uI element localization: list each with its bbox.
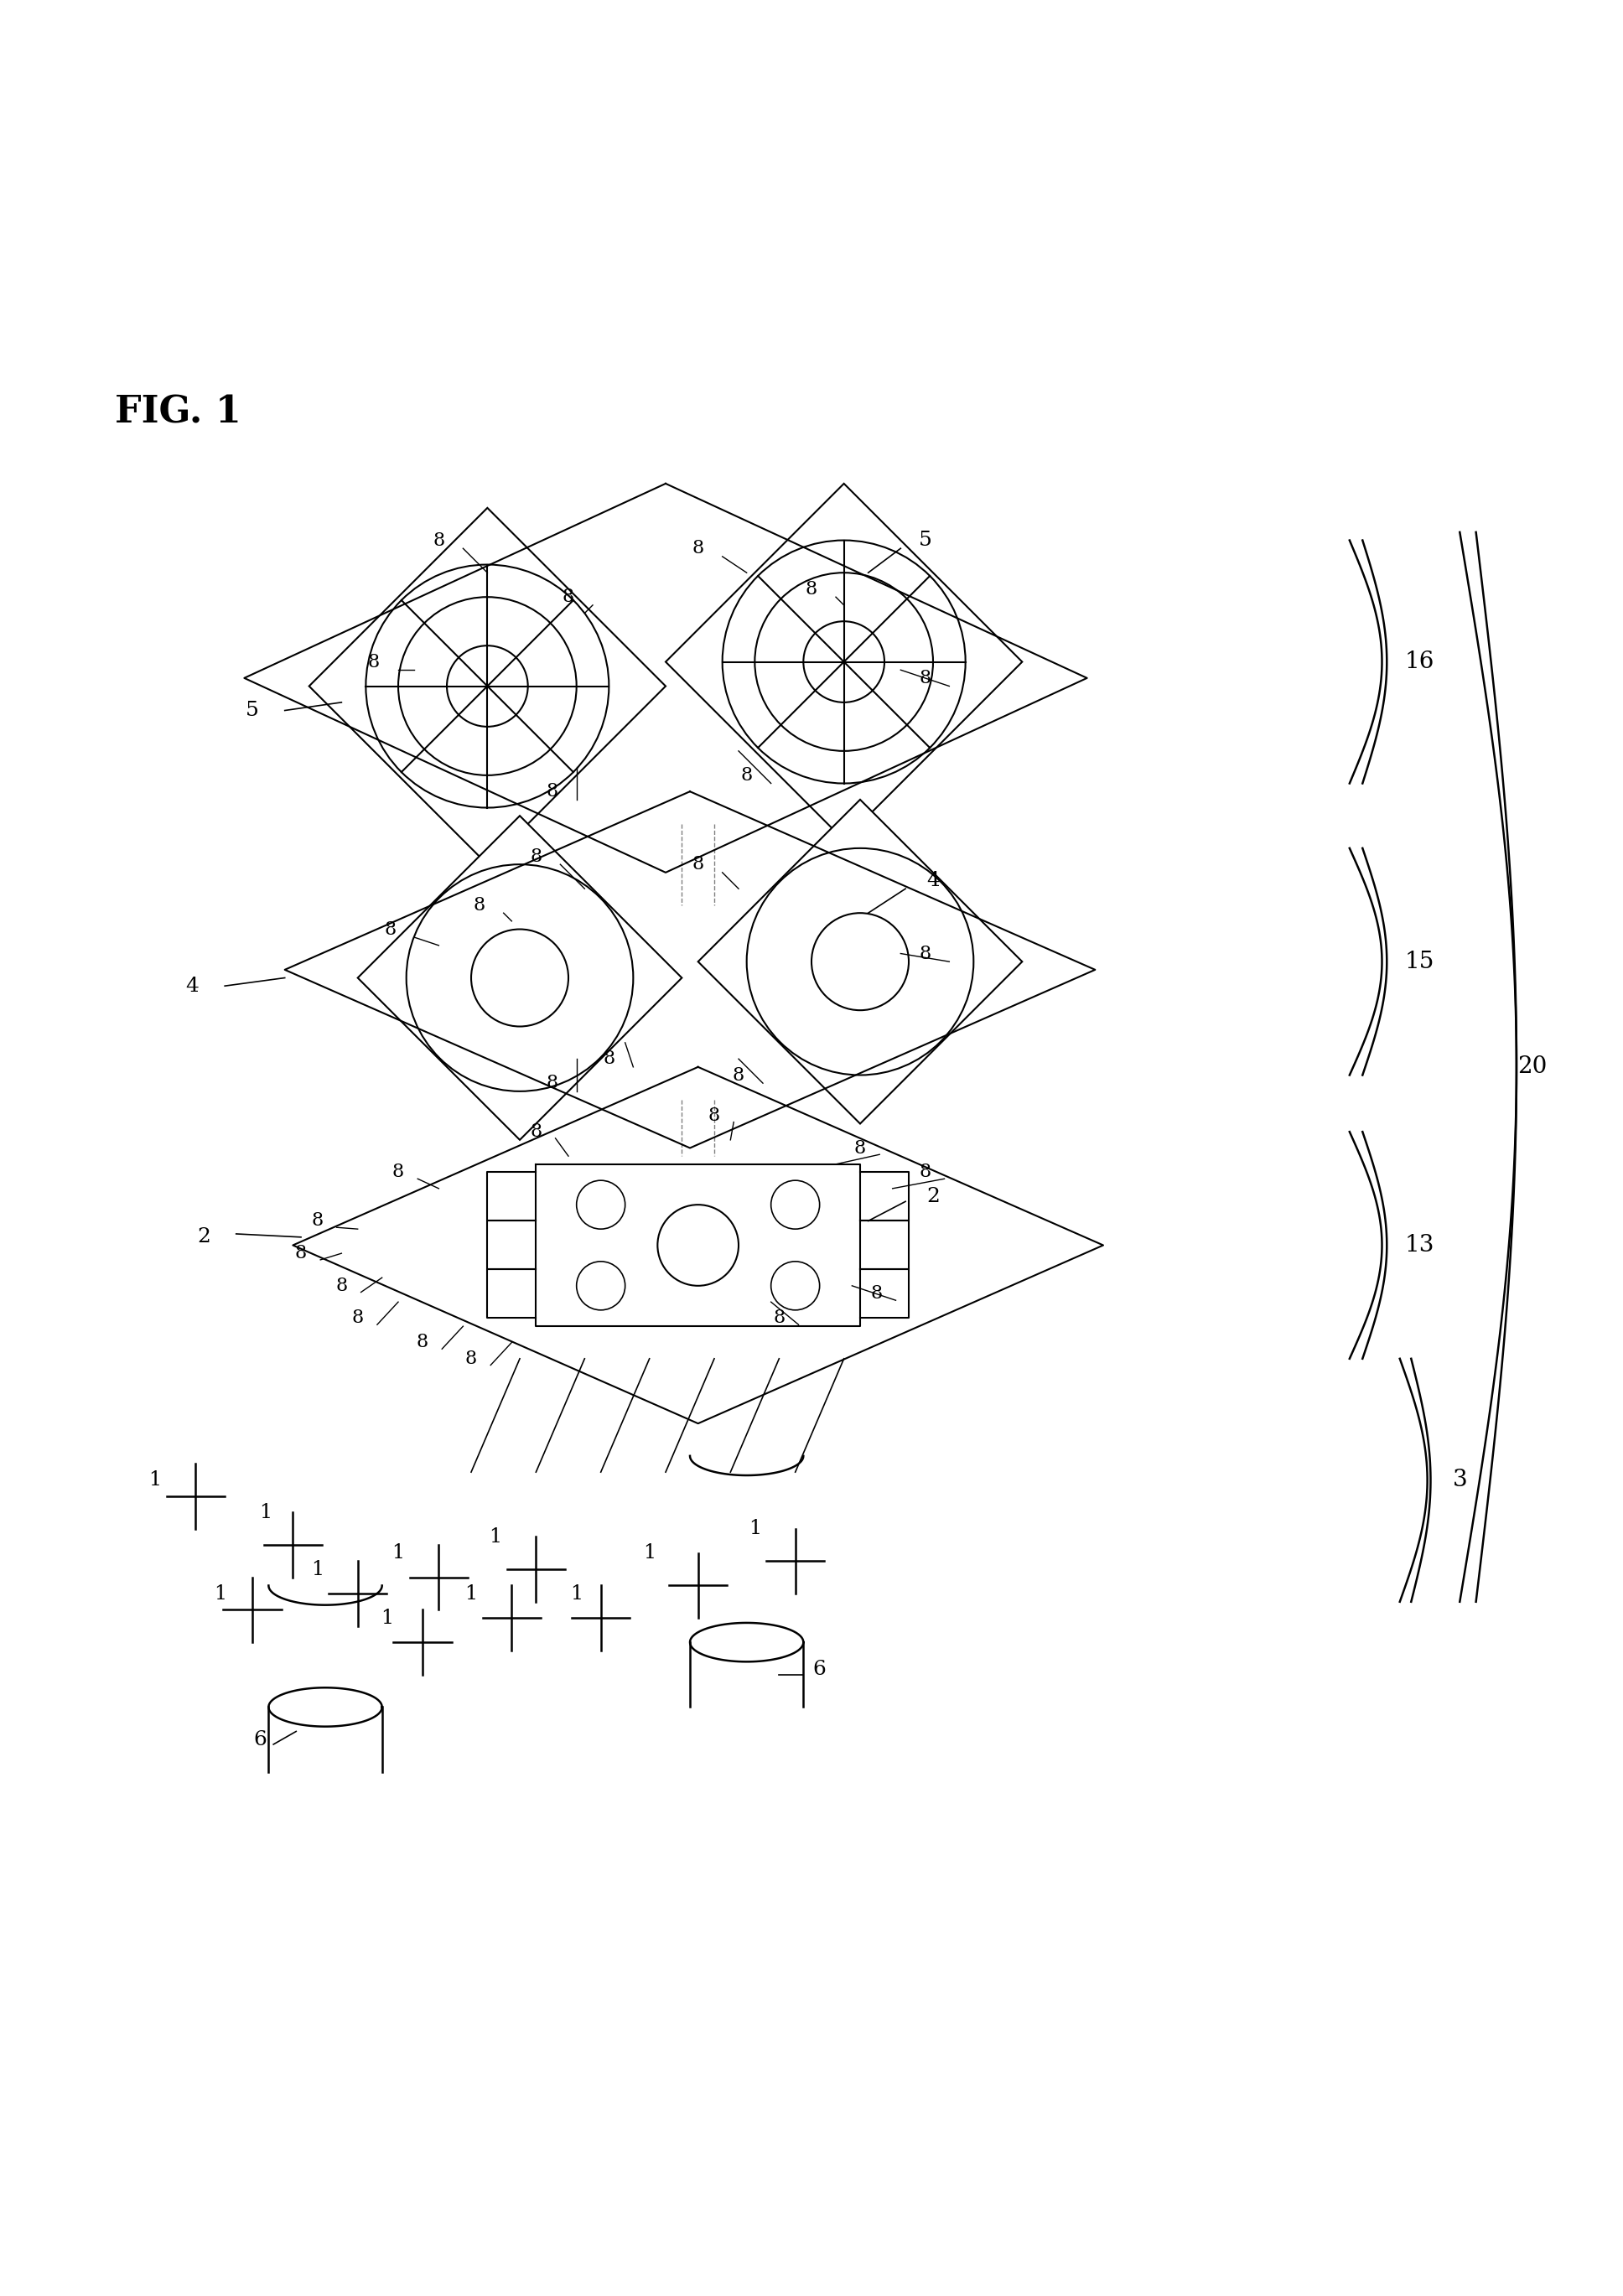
Text: 5: 5 <box>919 530 932 551</box>
Text: 8: 8 <box>773 1309 786 1327</box>
Text: 1: 1 <box>489 1527 502 1548</box>
Text: 8: 8 <box>708 1107 721 1125</box>
Text: 6: 6 <box>813 1660 826 1678</box>
Text: 8: 8 <box>547 1075 558 1093</box>
Text: 15: 15 <box>1404 951 1435 974</box>
Text: 8: 8 <box>854 1139 867 1157</box>
Polygon shape <box>698 799 1022 1123</box>
Text: 20: 20 <box>1518 1056 1547 1079</box>
Text: 8: 8 <box>531 847 542 866</box>
Text: 8: 8 <box>805 579 818 599</box>
Circle shape <box>771 1180 820 1228</box>
Polygon shape <box>665 484 1022 840</box>
Circle shape <box>576 1180 625 1228</box>
Text: 1: 1 <box>464 1584 477 1603</box>
Text: 8: 8 <box>919 1164 932 1182</box>
Text: 1: 1 <box>214 1584 226 1603</box>
Text: FIG. 1: FIG. 1 <box>115 395 240 429</box>
Text: 1: 1 <box>312 1559 323 1580</box>
Text: 8: 8 <box>336 1277 347 1295</box>
Text: 8: 8 <box>352 1309 364 1327</box>
Text: 1: 1 <box>149 1469 161 1490</box>
Text: 8: 8 <box>385 921 396 939</box>
Text: 1: 1 <box>391 1543 404 1564</box>
Text: 8: 8 <box>547 783 558 801</box>
Text: 8: 8 <box>602 1049 615 1068</box>
Text: 8: 8 <box>368 652 380 670</box>
Text: 2: 2 <box>927 1187 940 1205</box>
Text: 2: 2 <box>196 1228 211 1247</box>
Text: 8: 8 <box>919 668 932 687</box>
Text: 8: 8 <box>563 588 575 606</box>
Text: 8: 8 <box>466 1350 477 1368</box>
Text: 1: 1 <box>380 1607 393 1628</box>
Polygon shape <box>357 815 682 1139</box>
Text: 8: 8 <box>691 540 704 558</box>
Text: 13: 13 <box>1404 1233 1435 1256</box>
Text: 8: 8 <box>417 1334 428 1352</box>
Text: 8: 8 <box>919 944 932 962</box>
Text: 4: 4 <box>185 976 200 996</box>
Text: 16: 16 <box>1404 650 1435 673</box>
Circle shape <box>771 1261 820 1311</box>
Text: 8: 8 <box>732 1065 745 1084</box>
Text: 8: 8 <box>474 895 485 914</box>
Text: 8: 8 <box>691 854 704 872</box>
Text: 8: 8 <box>870 1286 883 1304</box>
Text: 3: 3 <box>1453 1469 1467 1492</box>
Text: 8: 8 <box>312 1212 323 1231</box>
Circle shape <box>657 1205 738 1286</box>
Text: 8: 8 <box>433 530 445 549</box>
Text: 8: 8 <box>295 1244 307 1263</box>
Text: 8: 8 <box>531 1123 542 1141</box>
Polygon shape <box>308 507 665 863</box>
Text: 5: 5 <box>245 700 260 721</box>
Circle shape <box>576 1261 625 1311</box>
Text: 8: 8 <box>740 767 753 785</box>
Text: 8: 8 <box>393 1164 404 1182</box>
Text: 4: 4 <box>927 870 940 891</box>
Text: 1: 1 <box>748 1520 761 1538</box>
Text: 1: 1 <box>643 1543 656 1564</box>
Text: 1: 1 <box>260 1504 271 1522</box>
Text: 6: 6 <box>253 1729 268 1750</box>
Text: 1: 1 <box>570 1584 583 1603</box>
